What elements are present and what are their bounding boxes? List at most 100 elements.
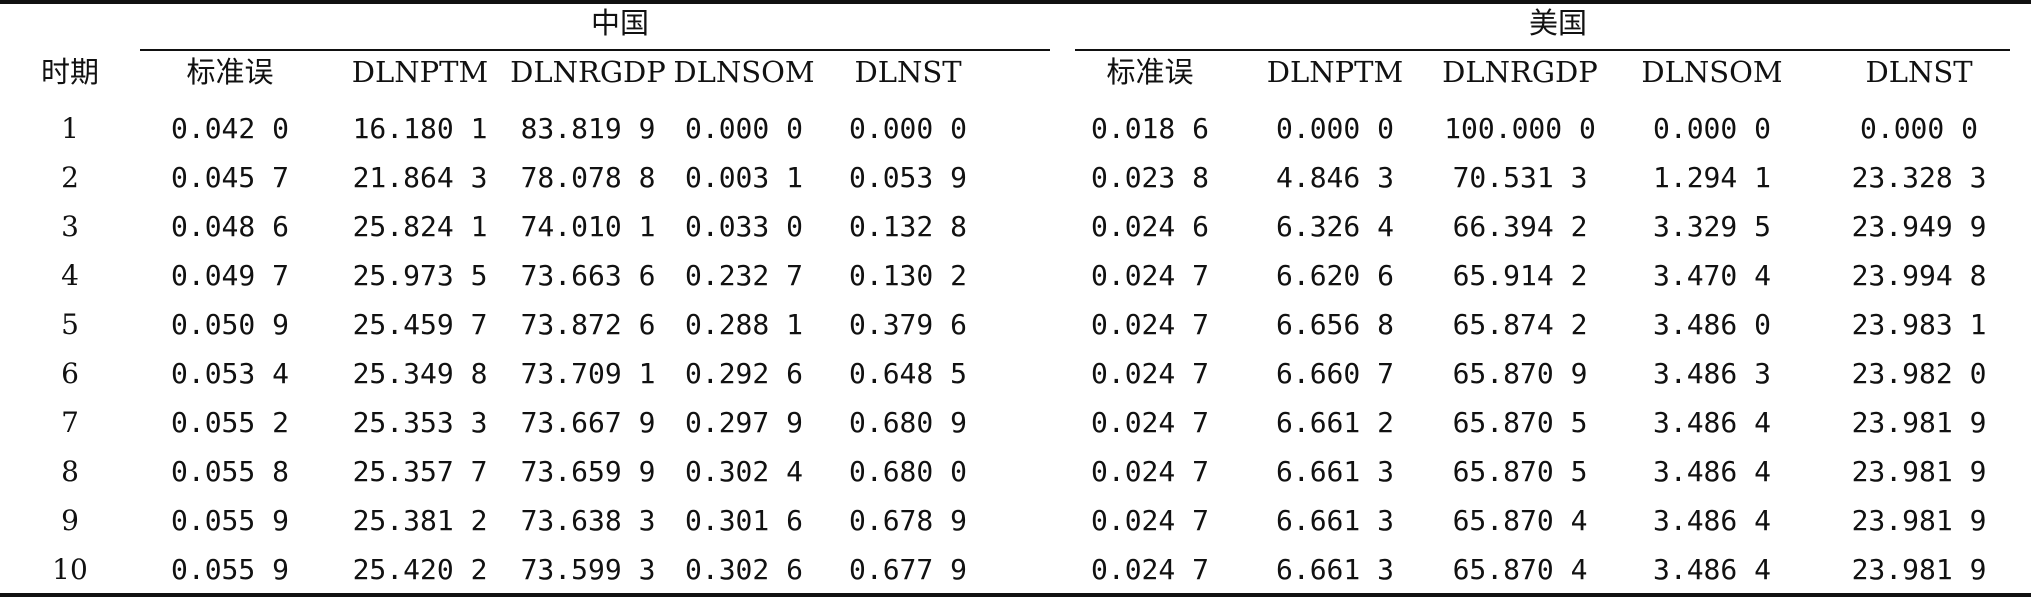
- table-cell: 73.667 9: [520, 406, 656, 439]
- table-cell: 4.846 3: [1275, 161, 1394, 194]
- row-period: 1: [61, 112, 79, 145]
- table-cell: 73.599 3: [520, 553, 656, 586]
- table-cell: 65.870 4: [1452, 504, 1588, 537]
- table-cell: 3.486 4: [1652, 553, 1771, 586]
- group-rule-china: [140, 49, 1050, 51]
- table-cell: 0.379 6: [848, 308, 967, 341]
- table-cell: 21.864 3: [352, 161, 488, 194]
- table-cell: 23.981 9: [1851, 553, 1987, 586]
- row-period: 4: [61, 259, 79, 292]
- table-cell: 65.874 2: [1452, 308, 1588, 341]
- table-cell: 0.045 7: [170, 161, 289, 194]
- table-cell: 65.870 5: [1452, 406, 1588, 439]
- row-period: 5: [61, 308, 79, 341]
- table-cell: 0.024 6: [1090, 210, 1209, 243]
- table-cell: 3.486 4: [1652, 406, 1771, 439]
- table-cell: 0.055 8: [170, 455, 289, 488]
- table-cell: 73.709 1: [520, 357, 656, 390]
- table-cell: 0.000 0: [1859, 112, 1978, 145]
- row-period: 10: [52, 553, 88, 586]
- row-period: 8: [61, 455, 79, 488]
- table-cell: 0.000 0: [848, 112, 967, 145]
- table-cell: 65.870 5: [1452, 455, 1588, 488]
- table-top-rule: [0, 0, 2031, 4]
- table-cell: 0.023 8: [1090, 161, 1209, 194]
- row-period: 9: [61, 504, 79, 537]
- table-cell: 1.294 1: [1652, 161, 1771, 194]
- table-cell: 0.132 8: [848, 210, 967, 243]
- table-cell: 0.048 6: [170, 210, 289, 243]
- column-header: 标准误: [186, 55, 274, 89]
- column-header: DLNST: [1865, 55, 1973, 89]
- table-cell: 0.292 6: [684, 357, 803, 390]
- table-cell: 25.381 2: [352, 504, 488, 537]
- table-cell: 6.661 2: [1275, 406, 1394, 439]
- table-cell: 23.981 9: [1851, 406, 1987, 439]
- table-cell: 23.982 0: [1851, 357, 1987, 390]
- column-header: DLNSOM: [1641, 55, 1783, 89]
- column-header: DLNPTM: [351, 55, 489, 89]
- table-cell: 3.329 5: [1652, 210, 1771, 243]
- table-cell: 3.486 3: [1652, 357, 1771, 390]
- table-cell: 3.470 4: [1652, 259, 1771, 292]
- table-cell: 3.486 4: [1652, 504, 1771, 537]
- group-header-usa: 美国: [1528, 6, 1587, 40]
- table-cell: 6.661 3: [1275, 455, 1394, 488]
- table-cell: 6.656 8: [1275, 308, 1394, 341]
- table-cell: 0.024 7: [1090, 553, 1209, 586]
- table-cell: 0.678 9: [848, 504, 967, 537]
- table-cell: 0.680 0: [848, 455, 967, 488]
- table-cell: 0.053 9: [848, 161, 967, 194]
- table-cell: 0.042 0: [170, 112, 289, 145]
- table-cell: 0.053 4: [170, 357, 289, 390]
- row-period: 7: [61, 406, 79, 439]
- row-period: 2: [61, 161, 79, 194]
- column-header: 标准误: [1106, 55, 1194, 89]
- group-rule-usa: [1075, 49, 2010, 51]
- table-cell: 73.638 3: [520, 504, 656, 537]
- table-cell: 0.288 1: [684, 308, 803, 341]
- table-cell: 0.677 9: [848, 553, 967, 586]
- table-cell: 0.648 5: [848, 357, 967, 390]
- table-cell: 25.459 7: [352, 308, 488, 341]
- table-cell: 0.302 4: [684, 455, 803, 488]
- table-cell: 0.024 7: [1090, 406, 1209, 439]
- table-cell: 0.000 0: [1652, 112, 1771, 145]
- table-cell: 65.870 9: [1452, 357, 1588, 390]
- table-cell: 23.328 3: [1851, 161, 1987, 194]
- table-cell: 73.872 6: [520, 308, 656, 341]
- table-cell: 83.819 9: [520, 112, 656, 145]
- column-header: DLNSOM: [673, 55, 815, 89]
- table-cell: 0.680 9: [848, 406, 967, 439]
- column-header: DLNPTM: [1266, 55, 1404, 89]
- column-header: DLNRGDP: [510, 55, 666, 89]
- column-header: DLNST: [854, 55, 962, 89]
- table-cell: 25.353 3: [352, 406, 488, 439]
- table-cell: 74.010 1: [520, 210, 656, 243]
- table-cell: 78.078 8: [520, 161, 656, 194]
- table-bottom-rule: [0, 593, 2031, 597]
- table-cell: 0.301 6: [684, 504, 803, 537]
- row-period: 3: [61, 210, 79, 243]
- table-cell: 66.394 2: [1452, 210, 1588, 243]
- table-cell: 0.024 7: [1090, 504, 1209, 537]
- table-cell: 3.486 0: [1652, 308, 1771, 341]
- table-cell: 100.000 0: [1444, 112, 1596, 145]
- table-cell: 0.049 7: [170, 259, 289, 292]
- table-cell: 0.000 0: [1275, 112, 1394, 145]
- table-cell: 0.055 9: [170, 553, 289, 586]
- table-cell: 0.055 2: [170, 406, 289, 439]
- table-cell: 0.033 0: [684, 210, 803, 243]
- table-cell: 23.983 1: [1851, 308, 1987, 341]
- table-cell: 23.981 9: [1851, 455, 1987, 488]
- table-cell: 6.661 3: [1275, 553, 1394, 586]
- table-cell: 6.326 4: [1275, 210, 1394, 243]
- table-cell: 25.973 5: [352, 259, 488, 292]
- column-header: DLNRGDP: [1442, 55, 1598, 89]
- table-cell: 0.000 0: [684, 112, 803, 145]
- table-cell: 73.659 9: [520, 455, 656, 488]
- table-cell: 6.620 6: [1275, 259, 1394, 292]
- table-cell: 65.870 4: [1452, 553, 1588, 586]
- table-cell: 16.180 1: [352, 112, 488, 145]
- table-cell: 23.994 8: [1851, 259, 1987, 292]
